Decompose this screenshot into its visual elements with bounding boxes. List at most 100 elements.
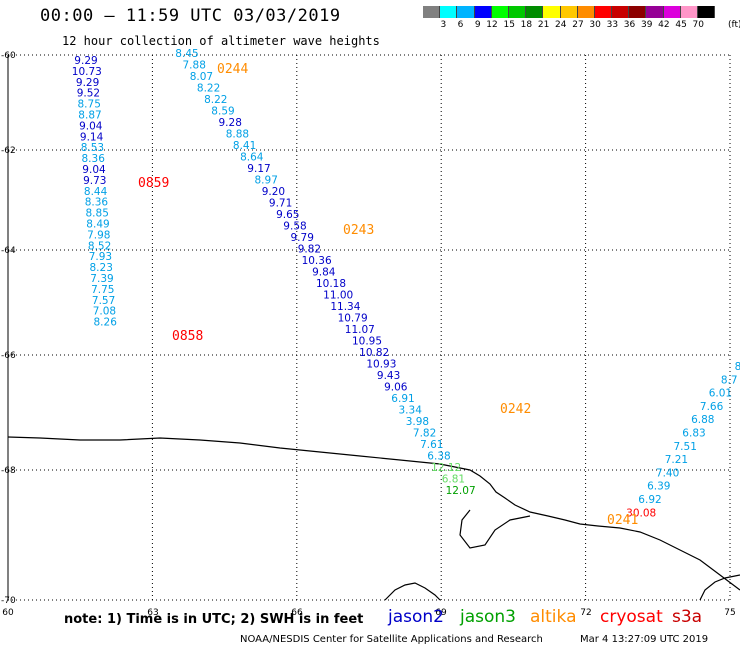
wave-height-value: 11.34	[330, 301, 360, 313]
lat-tick-label: -62	[1, 146, 16, 156]
legend-cryosat: cryosat	[600, 607, 663, 627]
wave-height-value: 6.81	[442, 474, 465, 486]
scale-swatch	[508, 6, 527, 18]
scale-label: 42	[658, 20, 670, 30]
map-grid	[7, 54, 731, 601]
track-time-labels: 0859 0858 0244 0243 0242 0241	[138, 62, 638, 528]
wave-height-value: 9.29	[74, 55, 97, 67]
scale-label: 18	[520, 20, 533, 30]
scale-swatch	[577, 6, 595, 18]
wave-height-value: 7.08	[93, 306, 116, 318]
wave-height-value: 8.53	[81, 142, 104, 154]
scale-label: 15	[503, 20, 515, 30]
lon-tick-label: 66	[291, 608, 303, 618]
wave-height-value: 8.07	[190, 71, 213, 83]
wave-height-value: 8.64	[240, 152, 264, 164]
lat-tick-label: -64	[1, 246, 16, 256]
wave-height-value: 7.82	[413, 428, 436, 440]
wave-height-value: 10.95	[352, 336, 382, 348]
scale-swatch	[663, 6, 681, 18]
scale-label: 9	[474, 20, 481, 30]
wave-height-value: 9.06	[384, 382, 408, 394]
lat-tick-label: -66	[1, 351, 16, 361]
wave-height-value: 7.21	[665, 454, 688, 466]
wave-height-value: 9.04	[82, 164, 106, 176]
wave-height-value: 10.79	[338, 313, 368, 325]
scale-swatch	[646, 6, 664, 18]
wave-height-value: 10.73	[72, 66, 102, 78]
wave-height-value: 10.18	[316, 278, 346, 290]
wave-height-value: 7.61	[420, 439, 443, 451]
scale-swatch	[629, 6, 647, 18]
track-0241: 88.7 6.017.666.88 6.837.517.217.40 6.396.92…	[626, 361, 740, 519]
credit-timestamp: Mar 4 13:27:09 UTC 2019	[580, 634, 709, 645]
wave-height-value: 9.04	[79, 120, 103, 132]
lat-tick-label: -60	[1, 51, 16, 61]
wave-height-value: 11.07	[345, 324, 375, 336]
wave-height-value: 8.22	[197, 83, 220, 95]
wave-height-value: 6.01	[709, 388, 732, 400]
wave-height-value: 11.00	[323, 290, 353, 302]
coastline-path	[7, 436, 740, 591]
wave-height-value: 9.71	[269, 198, 292, 210]
wave-height-value: 6.83	[682, 428, 705, 440]
scale-label: 39	[640, 20, 653, 30]
wave-height-value: 9.58	[283, 221, 306, 233]
scale-swatch	[680, 6, 698, 18]
scale-swatch	[526, 6, 544, 18]
time-label-0244: 0244	[217, 62, 248, 77]
wave-height-value: 8.88	[226, 129, 249, 141]
time-label-0243: 0243	[343, 223, 374, 238]
legend-jason3: jason3	[460, 607, 516, 627]
wave-height-value: 8.87	[78, 110, 101, 122]
scale-swatch	[698, 6, 716, 18]
axis-labels: 60 63 66 69 72 75 -60 -62 -64 -66 -68 -70	[1, 51, 736, 618]
track-0859: 9.2910.739.299.528.758.879.049.148.538.3…	[72, 55, 117, 329]
wave-height-value: 10.36	[302, 255, 332, 267]
wave-height-value: 9.84	[312, 267, 336, 279]
wave-height-value: 7.51	[674, 441, 697, 453]
scale-label: 33	[606, 20, 619, 30]
wave-height-value: 8.49	[86, 219, 109, 231]
scale-swatch	[543, 6, 561, 18]
wave-height-value: 12.12	[431, 462, 461, 474]
scale-label: 12	[486, 20, 498, 30]
scale-swatch	[560, 6, 578, 18]
footer-note: note: 1) Time is in UTC; 2) SWH is in fe…	[64, 612, 364, 627]
scale-swatch	[457, 6, 475, 18]
scale-swatch	[474, 6, 492, 18]
wave-height-value: 9.20	[262, 186, 285, 198]
time-label-0242: 0242	[500, 402, 531, 417]
wave-height-value: 7.39	[90, 273, 113, 285]
scale-label: 3	[440, 20, 447, 30]
wave-height-value: 7.66	[700, 401, 724, 413]
wave-height-value: 9.79	[291, 232, 314, 244]
coastline-southeast	[699, 574, 740, 601]
wave-height-value: 9.17	[247, 163, 270, 175]
lat-tick-label: -70	[1, 596, 16, 606]
wave-height-value: 8	[735, 361, 740, 373]
scale-swatch	[594, 6, 613, 18]
wave-height-value: 8.23	[90, 262, 113, 274]
wave-height-value: 8.26	[94, 317, 118, 329]
lon-tick-label: 60	[2, 608, 14, 618]
satellite-tracks: 9.2910.739.299.528.758.879.049.148.538.3…	[72, 48, 740, 519]
scale-swatch	[440, 6, 458, 18]
wave-height-value: 9.43	[377, 370, 400, 382]
scale-label: 6	[457, 20, 464, 30]
scale-label: 24	[555, 20, 567, 30]
map-title: 00:00 — 11:59 UTC 03/03/2019	[40, 6, 341, 26]
wave-height-value: 8.52	[88, 240, 111, 252]
scale-label: 21	[537, 20, 550, 30]
wave-height-value: 8.97	[255, 175, 278, 187]
scale-label: 30	[589, 20, 601, 30]
wave-height-value: 7.88	[183, 60, 206, 72]
wave-height-value: 10.82	[359, 347, 389, 359]
color-scale-labels: 3 6 9 12 15 18 21 24 27 30 33 36 39 42 45 70	[423, 20, 704, 30]
wave-height-value: 9.29	[76, 77, 99, 89]
legend-altika: altika	[530, 607, 577, 627]
wave-height-value: 3.98	[406, 416, 429, 428]
scale-label: 27	[572, 20, 584, 30]
time-label-0858: 0858	[172, 329, 203, 344]
